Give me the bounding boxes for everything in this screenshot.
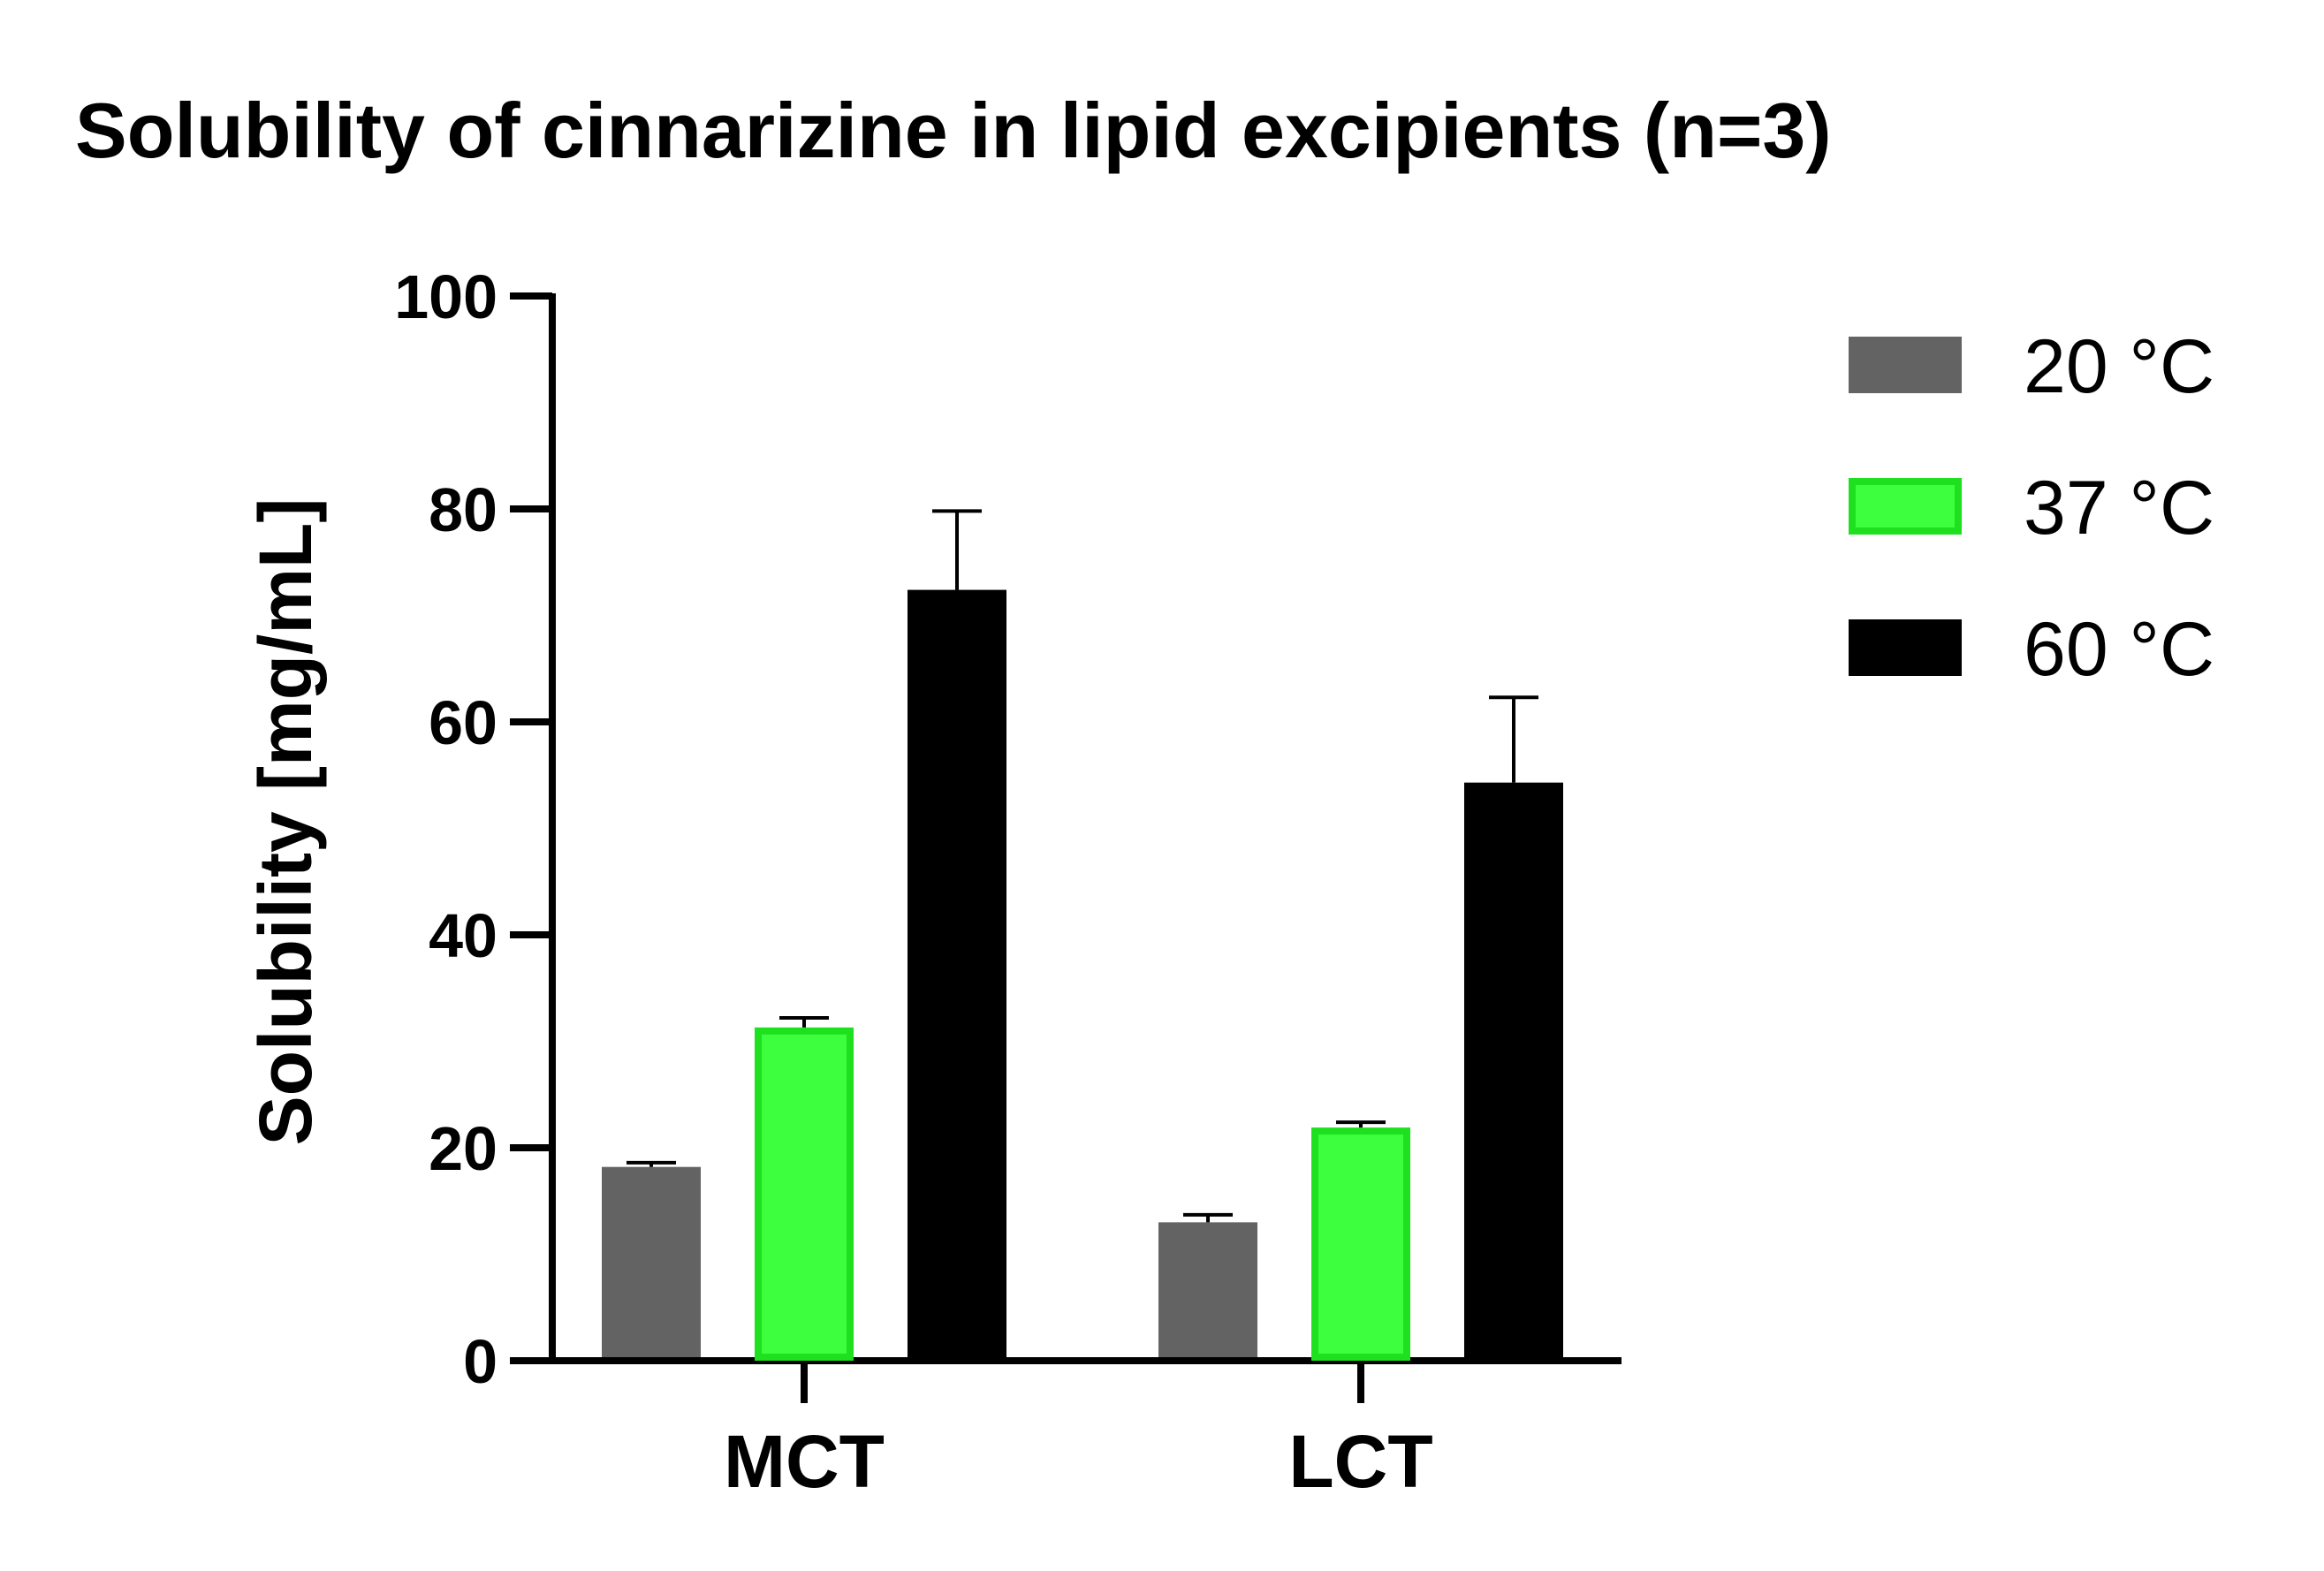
bar bbox=[602, 1166, 701, 1357]
legend-label: 37 °C bbox=[2024, 466, 2214, 550]
bar bbox=[1158, 1222, 1257, 1357]
y-tick-label: 80 bbox=[429, 475, 497, 544]
chart-title: Solubility of cinnarizine in lipid excip… bbox=[75, 87, 1832, 174]
plot-area: 0 20 40 60 80 100 MCT LCT bbox=[394, 262, 1621, 1503]
y-tick-label: 60 bbox=[429, 688, 497, 757]
legend-label: 20 °C bbox=[2024, 324, 2214, 409]
bar bbox=[755, 1027, 854, 1361]
legend-swatch bbox=[1849, 337, 1962, 393]
y-tick-label: 40 bbox=[429, 901, 497, 970]
legend-swatch bbox=[1849, 619, 1962, 676]
bar bbox=[1311, 1127, 1410, 1361]
bar bbox=[908, 589, 1006, 1357]
y-tick-label: 20 bbox=[429, 1114, 497, 1183]
bar bbox=[1464, 782, 1563, 1357]
y-tick-label: 0 bbox=[463, 1327, 497, 1396]
y-axis-label: Solubility [mg/mL] bbox=[244, 498, 327, 1146]
y-tick-label: 100 bbox=[394, 262, 497, 331]
x-tick-label: LCT bbox=[1288, 1420, 1432, 1503]
legend-label: 60 °C bbox=[2024, 607, 2214, 692]
legend: 20 °C 37 °C 60 °C bbox=[1849, 324, 2214, 692]
legend-swatch bbox=[1849, 478, 1962, 535]
x-tick-label: MCT bbox=[724, 1420, 885, 1503]
